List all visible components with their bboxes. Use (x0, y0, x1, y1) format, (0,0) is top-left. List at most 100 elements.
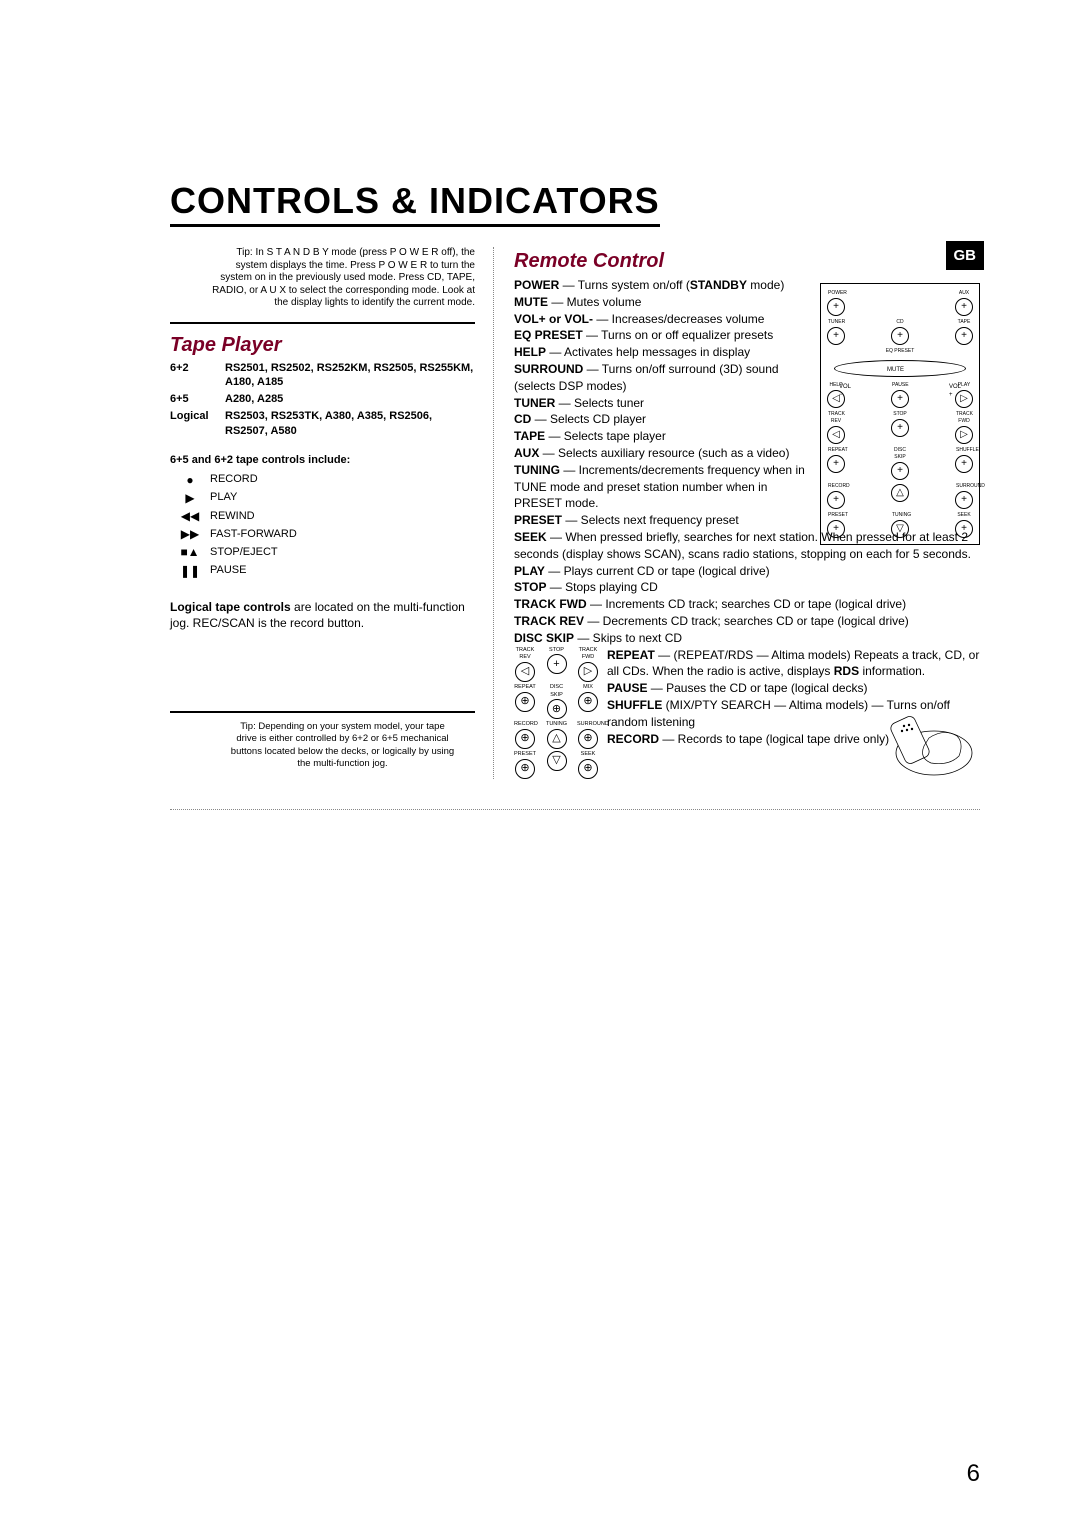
mini-btn-label: SEEK (577, 751, 599, 759)
mini-btn: △ (547, 729, 567, 749)
mini-btn: ⊕ (515, 692, 535, 712)
remote-btn-label: DISC SKIP (892, 447, 908, 461)
mini-btn-label: PRESET (514, 751, 536, 759)
remote-entry: MUTE — Mutes volume (514, 294, 810, 311)
tape-control-icon: ▶▶ (170, 526, 210, 542)
remote-btn: + (827, 520, 845, 538)
tape-control-label: REWIND (210, 509, 255, 524)
tape-tip: Tip: Depending on your system model, you… (170, 721, 475, 770)
remote-key: VOL+ or VOL- (514, 312, 593, 326)
remote-key: POWER (514, 278, 559, 292)
remote-entry: SURROUND — Turns on/off surround (3D) so… (514, 361, 810, 395)
mini-btn: ⊕ (578, 759, 598, 779)
cfg-label: Logical (170, 409, 225, 439)
remote-btn-label: PAUSE (892, 382, 908, 389)
gb-badge: GB (946, 241, 985, 270)
remote-btn: + (827, 327, 845, 345)
remote-entry: TAPE — Selects tape player (514, 428, 810, 445)
remote-entry: EQ PRESET — Turns on or off equalizer pr… (514, 327, 810, 344)
mini-btn: ▷ (578, 662, 598, 682)
remote-val: — Turns on or off equalizer presets (583, 328, 774, 342)
mini-remote-diagram: TRACK REV◁STOP+TRACK FWD▷REPEAT⊕DISC SKI… (514, 647, 599, 779)
remote-key: SURROUND (514, 362, 583, 376)
remote-val2: mode) (747, 278, 784, 292)
config-row: 6+5 A280, A285 (170, 392, 475, 407)
tape-controls-list: ●RECORD▶PLAY◀◀REWIND▶▶FAST-FORWARD■▲STOP… (170, 472, 475, 579)
remote-btn: + (891, 327, 909, 345)
remote-key: TRACK REV (514, 614, 584, 628)
mini-btn-label: MIX (577, 684, 599, 692)
remote-entry: PLAY — Plays current CD or tape (logical… (514, 563, 980, 580)
remote-val: — Turns system on/off ( (559, 278, 690, 292)
vol-plus: VOL+ (949, 383, 961, 400)
remote-btn-label: TAPE (956, 319, 972, 326)
remote-val: — Plays current CD or tape (logical driv… (545, 564, 770, 578)
remote-btn-label: TUNING (892, 512, 908, 519)
remote-key: HELP (514, 345, 546, 359)
remote-btn-label: SURROUND (956, 483, 972, 490)
page-number: 6 (967, 1460, 980, 1488)
remote-key: AUX (514, 446, 539, 460)
cfg-label: 6+5 (170, 392, 225, 407)
tape-control-row: ❚❚PAUSE (170, 563, 475, 579)
tape-player-heading: Tape Player (170, 332, 475, 359)
tape-control-label: STOP/EJECT (210, 545, 278, 560)
remote-key: STOP (514, 580, 546, 594)
mini-btn: ⊕ (547, 699, 567, 719)
remote-key: TRACK FWD (514, 597, 587, 611)
page-title: CONTROLS & INDICATORS (170, 180, 660, 227)
remote-btn-label: TRACK FWD (956, 411, 972, 425)
left-column: Tip: In S T A N D B Y mode (press P O W … (170, 247, 494, 779)
logical-note: Logical tape controls are located on the… (170, 599, 475, 631)
tape-control-icon: ■▲ (170, 544, 210, 560)
remote-key: SHUFFLE (607, 698, 662, 712)
mini-btn: ⊕ (515, 729, 535, 749)
mini-btn-label: DISC SKIP (546, 684, 568, 699)
remote-btn: + (955, 491, 973, 509)
remote-btn: + (955, 298, 973, 316)
remote-key: EQ PRESET (514, 328, 583, 342)
remote-val: — Selects next frequency preset (562, 513, 739, 527)
remote-val: — Increases/decreases volume (593, 312, 764, 326)
logical-note-bold: Logical tape controls (170, 600, 291, 614)
tape-control-label: PLAY (210, 490, 237, 505)
remote-btn-label: AUX (956, 290, 972, 297)
remote-key: TUNING (514, 463, 560, 477)
remote-key: TUNER (514, 396, 555, 410)
tape-control-row: ●RECORD (170, 472, 475, 488)
remote-btn: ◁ (827, 426, 845, 444)
remote-key: CD (514, 412, 531, 426)
tape-control-row: ◀◀REWIND (170, 508, 475, 524)
eq-label: EQ PRESET (886, 348, 915, 355)
remote-btn-label: PRESET (828, 512, 844, 519)
mini-btn: ◁ (515, 662, 535, 682)
mini-btn: ▽ (547, 751, 567, 771)
remote-key: DISC SKIP (514, 631, 574, 645)
remote-entry: TUNER — Selects tuner (514, 395, 810, 412)
remote-key: REPEAT (607, 648, 655, 662)
remote-val: — Records to tape (logical tape drive on… (659, 732, 889, 746)
remote-heading: Remote Control (514, 247, 980, 275)
remote-btn: + (955, 520, 973, 538)
remote-entry: TUNING — Increments/decrements frequency… (514, 462, 810, 512)
mini-btn: ⊕ (578, 692, 598, 712)
remote-val2: information. (859, 664, 925, 678)
config-row: 6+2 RS2501, RS2502, RS252KM, RS2505, RS2… (170, 361, 475, 391)
mini-btn-label: TRACK FWD (577, 647, 599, 662)
mini-btn-label: TUNING (546, 721, 568, 729)
tape-control-icon: ▶ (170, 490, 210, 506)
mini-btn: ⊕ (515, 759, 535, 779)
tape-control-icon: ◀◀ (170, 508, 210, 524)
cfg-models: RS2501, RS2502, RS252KM, RS2505, RS255KM… (225, 361, 475, 391)
remote-val: — Stops playing CD (546, 580, 657, 594)
remote-btn-label: RECORD (828, 483, 844, 490)
remote-btn: + (891, 419, 909, 437)
remote-entry: DISC SKIP — Skips to next CD (514, 630, 980, 647)
remote-key2: RDS (834, 664, 859, 678)
mini-btn-label: RECORD (514, 721, 536, 729)
remote-btn: + (827, 491, 845, 509)
remote-btn-label: TRACK REV (828, 411, 844, 425)
remote-btn: △ (891, 484, 909, 502)
remote-val: — Selects tape player (545, 429, 666, 443)
remote-val: — Selects CD player (531, 412, 646, 426)
